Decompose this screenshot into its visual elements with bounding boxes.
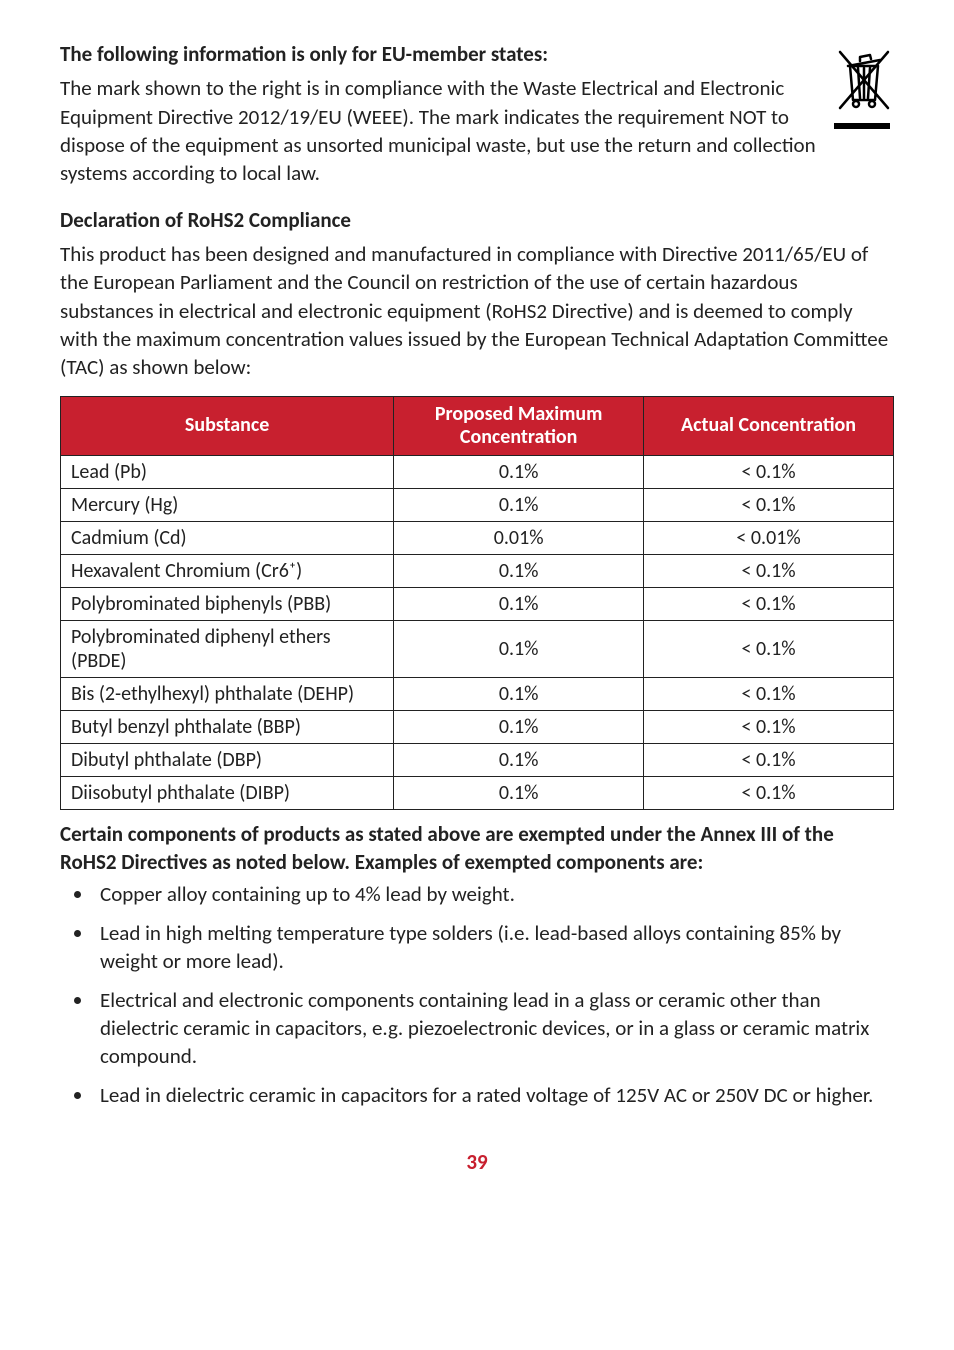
cell-substance: Dibutyl phthalate (DBP)	[61, 743, 394, 776]
cell-actual: < 0.1%	[644, 488, 894, 521]
cell-proposed: 0.1%	[394, 677, 644, 710]
cell-actual: < 0.1%	[644, 743, 894, 776]
cell-actual: < 0.1%	[644, 554, 894, 587]
table-row: Polybrominated biphenyls (PBB)0.1%< 0.1%	[61, 587, 894, 620]
table-row: Butyl benzyl phthalate (BBP)0.1%< 0.1%	[61, 710, 894, 743]
table-row: Mercury (Hg)0.1%< 0.1%	[61, 488, 894, 521]
cell-actual: < 0.1%	[644, 455, 894, 488]
cell-substance: Butyl benzyl phthalate (BBP)	[61, 710, 394, 743]
cell-substance: Diisobutyl phthalate (DIBP)	[61, 776, 394, 809]
table-row: Cadmium (Cd)0.01%< 0.01%	[61, 521, 894, 554]
weee-section: The following information is only for EU…	[60, 40, 894, 188]
cell-proposed: 0.01%	[394, 521, 644, 554]
table-row: Bis (2-ethylhexyl) phthalate (DEHP)0.1%<…	[61, 677, 894, 710]
table-row: Polybrominated diphenyl ethers (PBDE)0.1…	[61, 620, 894, 677]
weee-icon	[834, 40, 894, 129]
cell-proposed: 0.1%	[394, 620, 644, 677]
document-page: The following information is only for EU…	[0, 0, 954, 1205]
th-proposed-line2: Concentration	[460, 425, 578, 449]
cell-proposed: 0.1%	[394, 710, 644, 743]
cell-proposed: 0.1%	[394, 587, 644, 620]
cell-proposed: 0.1%	[394, 776, 644, 809]
table-row: Diisobutyl phthalate (DIBP)0.1%< 0.1%	[61, 776, 894, 809]
list-item: Copper alloy containing up to 4% lead by…	[94, 880, 894, 908]
cell-substance: Hexavalent Chromium (Cr6⁺)	[61, 554, 394, 587]
cell-substance: Cadmium (Cd)	[61, 521, 394, 554]
cell-actual: < 0.1%	[644, 776, 894, 809]
cell-substance: Polybrominated diphenyl ethers (PBDE)	[61, 620, 394, 677]
cell-actual: < 0.1%	[644, 620, 894, 677]
th-proposed: Proposed Maximum Concentration	[394, 396, 644, 455]
table-header-row: Substance Proposed Maximum Concentration…	[61, 396, 894, 455]
weee-text-block: The following information is only for EU…	[60, 40, 822, 188]
cell-substance: Mercury (Hg)	[61, 488, 394, 521]
th-substance: Substance	[61, 396, 394, 455]
rohs-table: Substance Proposed Maximum Concentration…	[60, 396, 894, 810]
cell-substance: Polybrominated biphenyls (PBB)	[61, 587, 394, 620]
cell-substance: Lead (Pb)	[61, 455, 394, 488]
cell-actual: < 0.01%	[644, 521, 894, 554]
cell-actual: < 0.1%	[644, 677, 894, 710]
list-item: Lead in high melting temperature type so…	[94, 919, 894, 976]
section1-body: The mark shown to the right is in compli…	[60, 74, 822, 187]
list-item: Electrical and electronic components con…	[94, 986, 894, 1071]
cell-actual: < 0.1%	[644, 710, 894, 743]
table-row: Dibutyl phthalate (DBP)0.1%< 0.1%	[61, 743, 894, 776]
cell-proposed: 0.1%	[394, 488, 644, 521]
list-item: Lead in dielectric ceramic in capacitors…	[94, 1081, 894, 1109]
table-row: Hexavalent Chromium (Cr6⁺)0.1%< 0.1%	[61, 554, 894, 587]
weee-bar	[834, 123, 890, 129]
section2-heading: Declaration of RoHS2 Compliance	[60, 206, 894, 234]
cell-actual: < 0.1%	[644, 587, 894, 620]
cell-proposed: 0.1%	[394, 554, 644, 587]
section1-heading: The following information is only for EU…	[60, 40, 822, 68]
exemption-list: Copper alloy containing up to 4% lead by…	[60, 880, 894, 1108]
cell-substance: Bis (2-ethylhexyl) phthalate (DEHP)	[61, 677, 394, 710]
section3-heading: Certain components of products as stated…	[60, 820, 894, 877]
cell-proposed: 0.1%	[394, 743, 644, 776]
section2-body: This product has been designed and manuf…	[60, 240, 894, 382]
cell-proposed: 0.1%	[394, 455, 644, 488]
page-number: 39	[60, 1149, 894, 1175]
table-row: Lead (Pb)0.1%< 0.1%	[61, 455, 894, 488]
th-actual: Actual Concentration	[644, 396, 894, 455]
th-proposed-line1: Proposed Maximum	[435, 402, 603, 426]
